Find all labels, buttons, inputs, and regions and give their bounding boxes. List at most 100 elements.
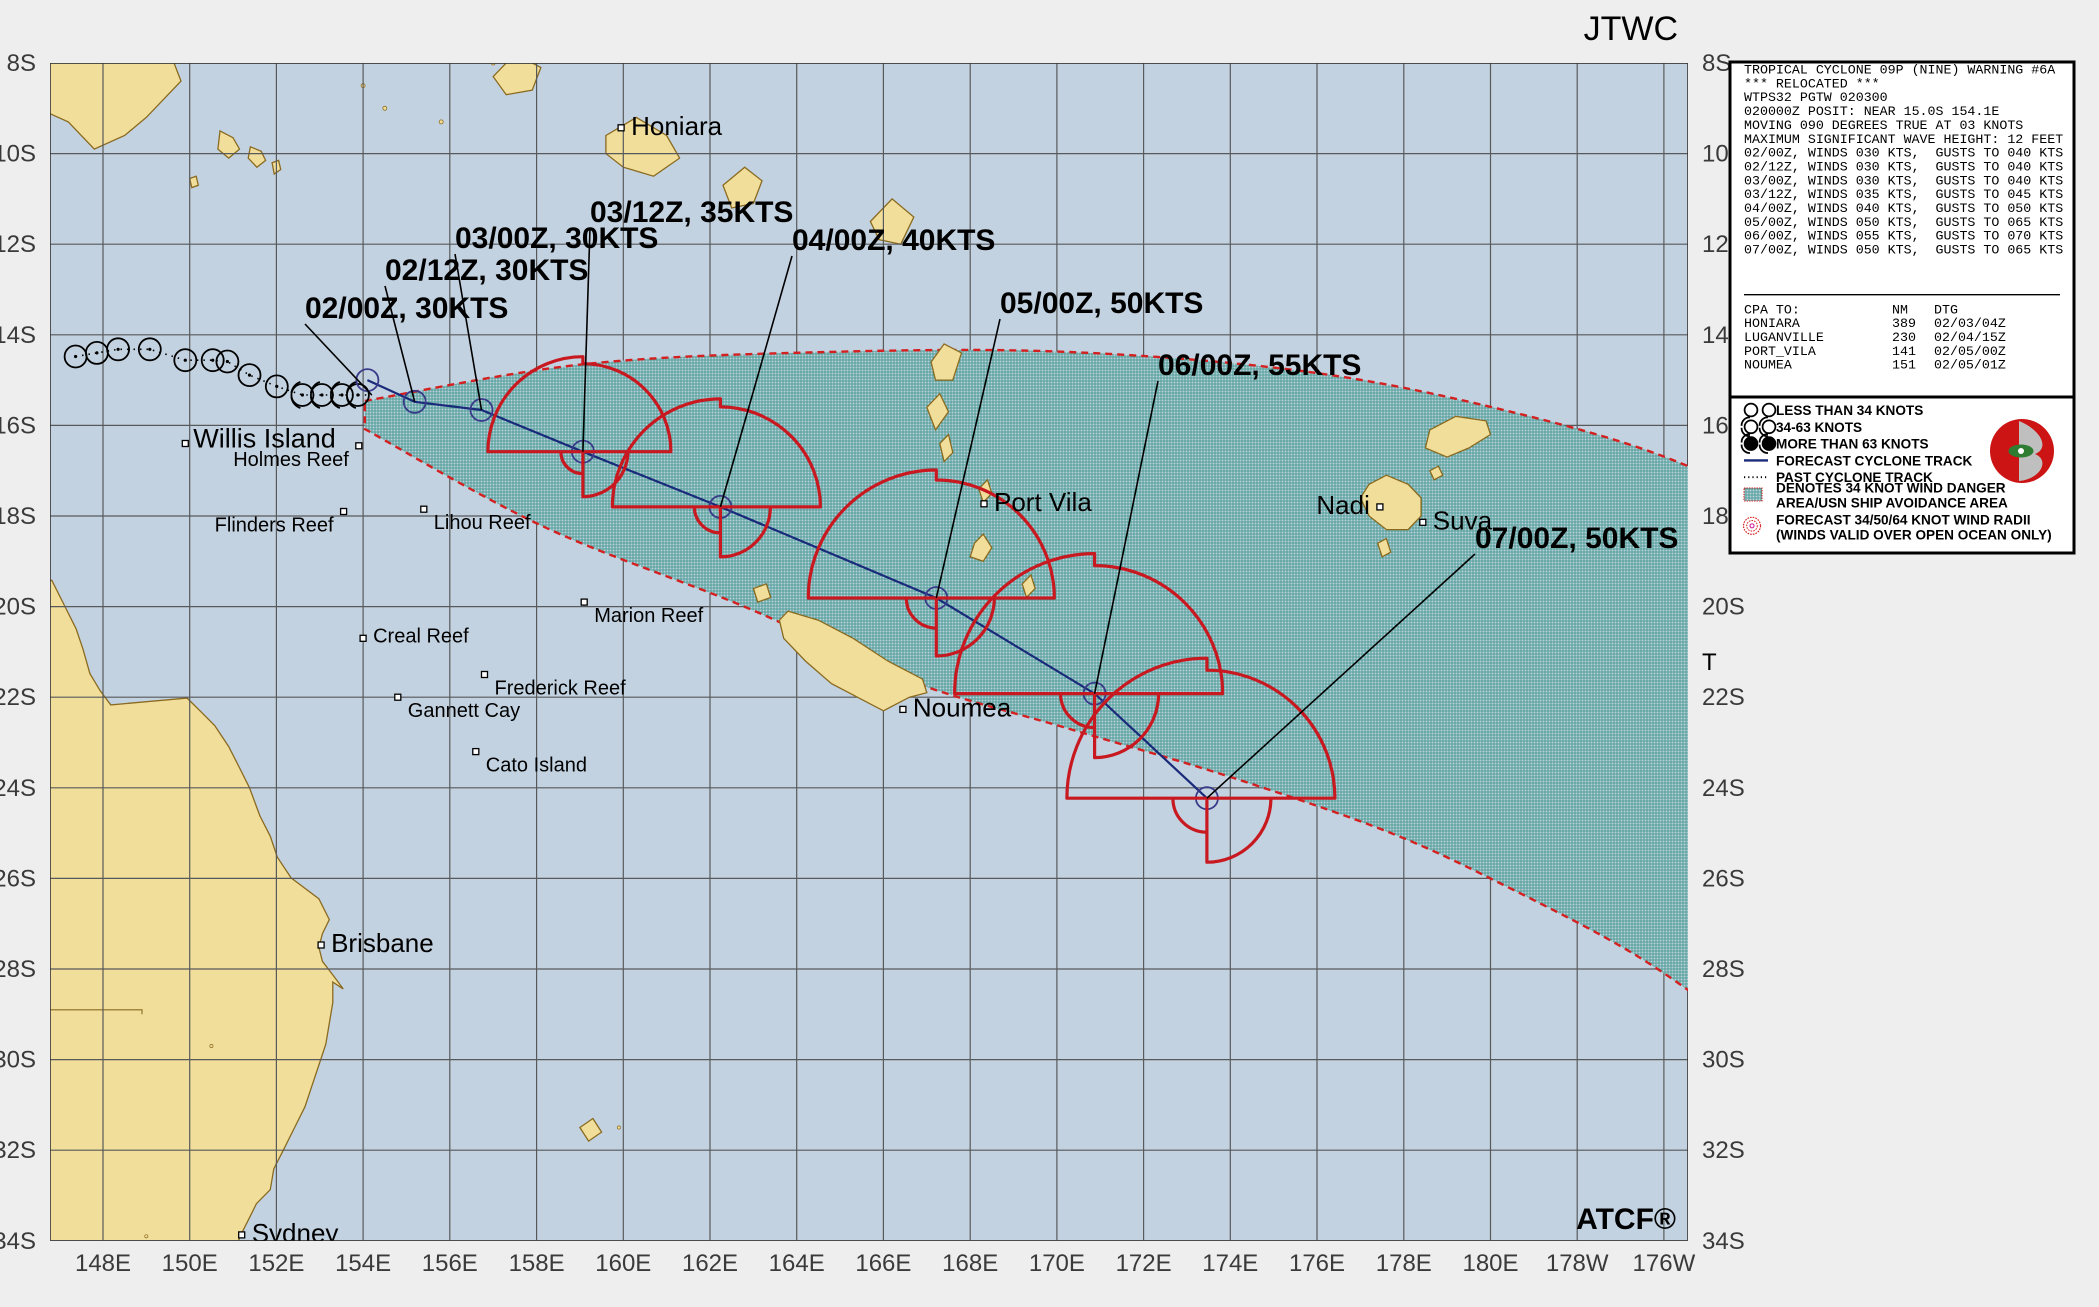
svg-text:Honiara: Honiara <box>631 111 723 141</box>
svg-text:180E: 180E <box>1462 1250 1518 1277</box>
svg-text:02/05/00Z: 02/05/00Z <box>1934 344 2006 359</box>
svg-text:CPA TO:: CPA TO: <box>1744 302 1800 317</box>
svg-text:NM: NM <box>1892 302 1908 317</box>
svg-text:12S: 12S <box>0 231 36 258</box>
svg-text:05/00Z, 50KTS: 05/00Z, 50KTS <box>1000 287 1203 320</box>
svg-text:*** RELOCATED ***: *** RELOCATED *** <box>1744 76 1880 91</box>
svg-text:FORECAST CYCLONE TRACK: FORECAST CYCLONE TRACK <box>1776 453 1973 468</box>
svg-text:07/00Z, 50KTS: 07/00Z, 50KTS <box>1475 522 1678 555</box>
svg-text:10S: 10S <box>0 141 36 168</box>
svg-text:MORE THAN 63 KNOTS: MORE THAN 63 KNOTS <box>1776 437 1929 452</box>
svg-text:164E: 164E <box>769 1250 825 1277</box>
svg-text:02/12Z, 30KTS: 02/12Z, 30KTS <box>385 254 588 287</box>
svg-text:26S: 26S <box>0 865 36 892</box>
svg-text:T: T <box>1702 649 1717 676</box>
svg-text:MOVING 090 DEGREES TRUE AT 03: MOVING 090 DEGREES TRUE AT 03 KNOTS <box>1744 118 2023 133</box>
svg-text:28S: 28S <box>0 956 36 983</box>
svg-text:34S: 34S <box>0 1228 36 1255</box>
svg-text:16S: 16S <box>0 412 36 439</box>
svg-text:AREA/USN SHIP AVOIDANCE AREA: AREA/USN SHIP AVOIDANCE AREA <box>1776 496 2008 511</box>
svg-text:06/00Z, 55KTS: 06/00Z, 55KTS <box>1158 349 1361 382</box>
svg-text:JTWC: JTWC <box>1584 10 1678 48</box>
svg-text:ATCF®: ATCF® <box>1576 1203 1676 1236</box>
svg-text:32S: 32S <box>0 1137 36 1164</box>
svg-text:03/12Z, 35KTS: 03/12Z, 35KTS <box>590 196 793 229</box>
svg-text:389: 389 <box>1892 316 1916 331</box>
svg-text:176E: 176E <box>1289 1250 1345 1277</box>
svg-text:141: 141 <box>1892 344 1916 359</box>
svg-text:162E: 162E <box>682 1250 738 1277</box>
svg-text:20S: 20S <box>0 594 36 621</box>
svg-text:04/00Z, WINDS 040 KTS, GUSTS: 04/00Z, WINDS 040 KTS, GUSTS TO 050 KTS <box>1744 201 2063 216</box>
svg-text:154E: 154E <box>335 1250 391 1277</box>
svg-text:Port Vila: Port Vila <box>994 487 1092 517</box>
svg-text:158E: 158E <box>509 1250 565 1277</box>
svg-text:166E: 166E <box>855 1250 911 1277</box>
svg-text:NOUMEA: NOUMEA <box>1744 358 1792 373</box>
svg-text:Creal Reef: Creal Reef <box>373 625 469 647</box>
svg-text:14S: 14S <box>0 322 36 349</box>
svg-text:156E: 156E <box>422 1250 478 1277</box>
svg-text:Cato Island: Cato Island <box>486 755 587 777</box>
svg-text:18S: 18S <box>0 503 36 530</box>
svg-text:178W: 178W <box>1546 1250 1609 1277</box>
svg-text:8S: 8S <box>1702 50 1731 77</box>
svg-text:Nadi: Nadi <box>1316 490 1369 520</box>
svg-text:178E: 178E <box>1376 1250 1432 1277</box>
svg-text:160E: 160E <box>595 1250 651 1277</box>
svg-text:Brisbane: Brisbane <box>331 928 434 958</box>
svg-text:07/00Z, WINDS 050 KTS, GUSTS: 07/00Z, WINDS 050 KTS, GUSTS TO 065 KTS <box>1744 243 2063 258</box>
svg-text:148E: 148E <box>75 1250 131 1277</box>
svg-text:174E: 174E <box>1202 1250 1258 1277</box>
svg-text:152E: 152E <box>248 1250 304 1277</box>
svg-text:22S: 22S <box>1702 684 1745 711</box>
svg-text:04/00Z, 40KTS: 04/00Z, 40KTS <box>792 224 995 257</box>
svg-text:24S: 24S <box>0 775 36 802</box>
svg-text:02/12Z, WINDS 030 KTS, GUSTS: 02/12Z, WINDS 030 KTS, GUSTS TO 040 KTS <box>1744 159 2063 174</box>
svg-text:Flinders Reef: Flinders Reef <box>215 515 334 537</box>
svg-text:DTG: DTG <box>1934 302 1958 317</box>
svg-text:32S: 32S <box>1702 1137 1745 1164</box>
svg-text:02/04/15Z: 02/04/15Z <box>1934 330 2006 345</box>
svg-text:06/00Z, WINDS 055 KTS, GUSTS: 06/00Z, WINDS 055 KTS, GUSTS TO 070 KTS <box>1744 229 2063 244</box>
svg-text:168E: 168E <box>942 1250 998 1277</box>
svg-text:34S: 34S <box>1702 1228 1745 1255</box>
svg-text:170E: 170E <box>1029 1250 1085 1277</box>
svg-text:172E: 172E <box>1116 1250 1172 1277</box>
svg-text:WTPS32 PGTW 020300: WTPS32 PGTW 020300 <box>1744 90 1888 105</box>
svg-text:PORT_VILA: PORT_VILA <box>1744 344 1816 359</box>
svg-text:26S: 26S <box>1702 865 1745 892</box>
svg-text:8S: 8S <box>7 50 36 77</box>
svg-text:20S: 20S <box>1702 594 1745 621</box>
svg-text:MAXIMUM SIGNIFICANT WAVE HEIGH: MAXIMUM SIGNIFICANT WAVE HEIGHT: 12 FEET <box>1744 132 2063 147</box>
svg-text:30S: 30S <box>0 1047 36 1074</box>
svg-text:Marion Reef: Marion Reef <box>594 605 703 627</box>
svg-text:TROPICAL CYCLONE 09P (NINE) WA: TROPICAL CYCLONE 09P (NINE) WARNING #6A <box>1744 63 2055 78</box>
svg-text:02/03/04Z: 02/03/04Z <box>1934 316 2006 331</box>
svg-text:03/00Z, WINDS 030 KTS, GUSTS: 03/00Z, WINDS 030 KTS, GUSTS TO 040 KTS <box>1744 173 2063 188</box>
svg-text:020000Z POSIT: NEAR 15.0S 154.: 020000Z POSIT: NEAR 15.0S 154.1E <box>1744 104 1999 119</box>
svg-text:24S: 24S <box>1702 775 1745 802</box>
svg-text:FORECAST 34/50/64 KNOT WIND RA: FORECAST 34/50/64 KNOT WIND RADII <box>1776 512 2031 527</box>
svg-text:DENOTES 34 KNOT WIND DANGER: DENOTES 34 KNOT WIND DANGER <box>1776 481 2006 496</box>
svg-text:03/12Z, WINDS 035 KTS, GUSTS: 03/12Z, WINDS 035 KTS, GUSTS TO 045 KTS <box>1744 187 2063 202</box>
svg-text:02/00Z, 30KTS: 02/00Z, 30KTS <box>305 292 508 325</box>
svg-text:Noumea: Noumea <box>913 692 1012 722</box>
svg-text:176W: 176W <box>1633 1250 1696 1277</box>
svg-text:(WINDS VALID OVER OPEN OCEAN O: (WINDS VALID OVER OPEN OCEAN ONLY) <box>1776 527 2052 542</box>
svg-text:230: 230 <box>1892 330 1916 345</box>
svg-text:02/00Z, WINDS 030 KTS, GUSTS: 02/00Z, WINDS 030 KTS, GUSTS TO 040 KTS <box>1744 146 2063 161</box>
svg-text:150E: 150E <box>162 1250 218 1277</box>
svg-text:34-63 KNOTS: 34-63 KNOTS <box>1776 420 1862 435</box>
svg-text:HONIARA: HONIARA <box>1744 316 1800 331</box>
svg-text:Willis Island: Willis Island <box>193 424 336 454</box>
svg-text:151: 151 <box>1892 358 1916 373</box>
svg-text:05/00Z, WINDS 050 KTS, GUSTS: 05/00Z, WINDS 050 KTS, GUSTS TO 065 KTS <box>1744 215 2063 230</box>
svg-text:LUGANVILLE: LUGANVILLE <box>1744 330 1824 345</box>
svg-text:30S: 30S <box>1702 1047 1745 1074</box>
svg-text:LESS THAN 34 KNOTS: LESS THAN 34 KNOTS <box>1776 403 1923 418</box>
svg-text:28S: 28S <box>1702 956 1745 983</box>
svg-text:22S: 22S <box>0 684 36 711</box>
svg-text:02/05/01Z: 02/05/01Z <box>1934 358 2006 373</box>
svg-text:Gannett Cay: Gannett Cay <box>408 700 520 722</box>
